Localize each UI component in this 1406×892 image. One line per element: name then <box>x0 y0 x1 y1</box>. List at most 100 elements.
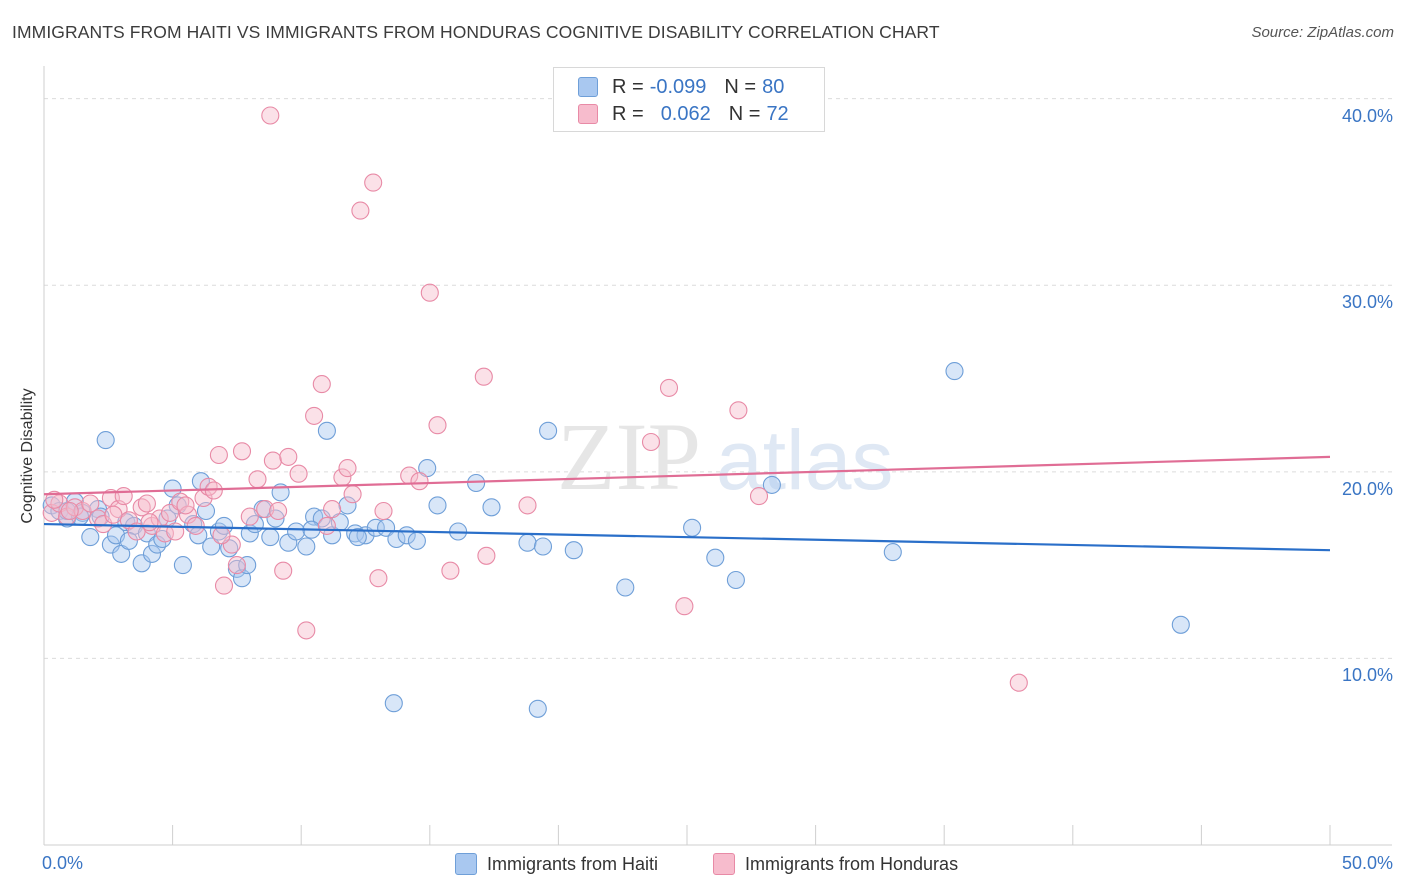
point-haiti <box>564 541 583 560</box>
point-honduras <box>729 401 748 420</box>
point-haiti <box>683 518 702 537</box>
point-honduras <box>222 535 241 554</box>
point-haiti <box>317 421 336 440</box>
point-honduras <box>104 505 123 524</box>
point-haiti <box>945 362 964 381</box>
point-haiti <box>287 522 306 541</box>
trend-line-honduras <box>43 455 1331 496</box>
point-honduras <box>323 500 342 519</box>
point-honduras <box>176 496 195 515</box>
legend-n-label: N = <box>724 75 757 98</box>
point-haiti <box>184 515 203 534</box>
point-honduras <box>60 501 79 521</box>
point-honduras <box>45 490 64 509</box>
point-haiti <box>726 570 745 590</box>
x-tick-label: 0.0% <box>42 853 84 873</box>
point-haiti <box>142 544 162 563</box>
series-legend-haiti: Immigrants from Haiti <box>455 852 658 876</box>
x-tick-label: 50.0% <box>1341 853 1393 873</box>
point-honduras <box>305 406 324 425</box>
point-honduras <box>312 375 331 394</box>
point-honduras <box>317 516 336 535</box>
point-honduras <box>81 494 100 513</box>
point-honduras <box>351 201 370 220</box>
legend-n-value: 80 <box>762 75 785 98</box>
point-honduras <box>140 513 159 532</box>
point-haiti <box>173 556 192 575</box>
point-honduras <box>641 432 661 452</box>
point-honduras <box>88 509 108 528</box>
point-honduras <box>240 507 259 526</box>
point-honduras <box>232 442 252 461</box>
point-honduras <box>518 496 537 515</box>
point-haiti <box>81 528 100 547</box>
point-haiti <box>348 528 367 547</box>
point-haiti <box>227 559 246 578</box>
point-haiti <box>202 537 221 556</box>
point-haiti <box>528 699 547 718</box>
legend-r-value: 0.062 <box>660 102 711 125</box>
point-honduras <box>137 494 156 513</box>
legend-n-value: 72 <box>766 102 789 125</box>
point-haiti <box>366 518 385 537</box>
point-haiti <box>101 535 120 554</box>
point-honduras <box>477 546 496 565</box>
point-honduras <box>261 106 280 125</box>
axes <box>43 66 1392 846</box>
watermark-atlas: atlas <box>716 413 893 507</box>
point-honduras <box>160 503 180 522</box>
stats-legend: R = -0.099 N = 80 R = 0.062 N = 72 <box>553 67 825 132</box>
legend-n-label: N = <box>728 102 761 125</box>
point-honduras <box>364 173 383 192</box>
point-honduras <box>269 501 288 521</box>
point-honduras <box>73 501 92 521</box>
point-haiti <box>706 548 725 567</box>
point-haiti <box>428 496 447 515</box>
point-honduras <box>749 487 769 506</box>
series-name-honduras: Immigrants from Honduras <box>745 853 959 874</box>
legend-swatch-honduras <box>713 853 735 875</box>
point-honduras <box>343 485 362 504</box>
point-honduras <box>441 561 460 580</box>
point-haiti <box>96 431 115 450</box>
point-honduras <box>212 526 231 545</box>
trend-lines <box>43 455 1331 552</box>
trend-line-haiti <box>43 522 1331 552</box>
point-honduras <box>209 445 228 465</box>
legend-r-label: R = <box>612 75 644 98</box>
point-honduras <box>248 470 267 489</box>
point-haiti <box>261 528 280 547</box>
source-credit: Source: ZipAtlas.com <box>1251 24 1394 41</box>
point-haiti <box>539 421 558 440</box>
watermark: ZIP atlas <box>557 403 893 510</box>
point-honduras <box>1009 673 1028 692</box>
legend-row-haiti: R = -0.099 N = 80 <box>578 74 784 100</box>
point-honduras <box>289 464 308 483</box>
legend-r-label: R = <box>612 102 644 125</box>
point-honduras <box>420 283 439 302</box>
point-honduras <box>214 576 234 595</box>
point-honduras <box>263 451 282 470</box>
y-tick-label: 40.0% <box>1341 105 1393 126</box>
point-honduras <box>374 501 393 521</box>
point-haiti <box>762 475 781 494</box>
point-haiti <box>467 473 486 493</box>
point-honduras <box>428 416 447 435</box>
data-points <box>42 106 1190 718</box>
point-haiti <box>533 537 553 556</box>
point-honduras <box>338 459 357 478</box>
point-honduras <box>675 597 694 616</box>
point-honduras <box>227 556 246 575</box>
point-haiti <box>266 509 285 528</box>
y-axis-label: Cognitive Disability <box>19 388 36 524</box>
chart-title: IMMIGRANTS FROM HAITI VS IMMIGRANTS FROM… <box>12 22 940 42</box>
point-haiti <box>482 498 501 517</box>
point-honduras <box>279 447 298 466</box>
watermark-zip: ZIP <box>557 403 701 510</box>
point-haiti <box>384 694 403 713</box>
legend-r-value: -0.099 <box>649 75 707 98</box>
point-haiti <box>616 578 635 597</box>
point-honduras <box>474 367 493 386</box>
point-haiti <box>338 496 357 515</box>
